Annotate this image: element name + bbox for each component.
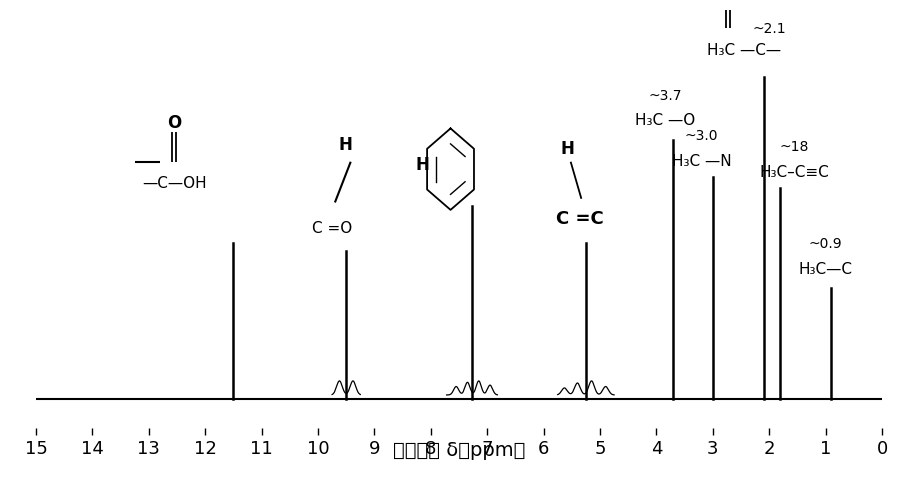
Text: H₃C —O: H₃C —O <box>634 114 695 128</box>
Text: ~3.7: ~3.7 <box>648 89 681 103</box>
Text: H₃C —C—: H₃C —C— <box>706 43 781 58</box>
Text: H: H <box>338 136 352 154</box>
Text: H: H <box>415 156 429 174</box>
Text: C =C: C =C <box>556 210 604 229</box>
Text: O: O <box>167 114 181 132</box>
Text: H: H <box>561 140 574 158</box>
Text: H₃C—C: H₃C—C <box>798 261 852 276</box>
Text: H₃C–C≡C: H₃C–C≡C <box>760 165 830 180</box>
Text: 化学位移 δ（ppm）: 化学位移 δ（ppm） <box>392 441 526 460</box>
Text: ~0.9: ~0.9 <box>809 237 842 250</box>
Text: H₃C —N: H₃C —N <box>671 154 732 169</box>
Text: ~18: ~18 <box>780 140 809 154</box>
Text: —C—OH: —C—OH <box>142 176 206 191</box>
Text: ~3.0: ~3.0 <box>685 129 718 143</box>
Text: C =O: C =O <box>312 221 352 236</box>
Text: ~2.1: ~2.1 <box>752 22 786 36</box>
